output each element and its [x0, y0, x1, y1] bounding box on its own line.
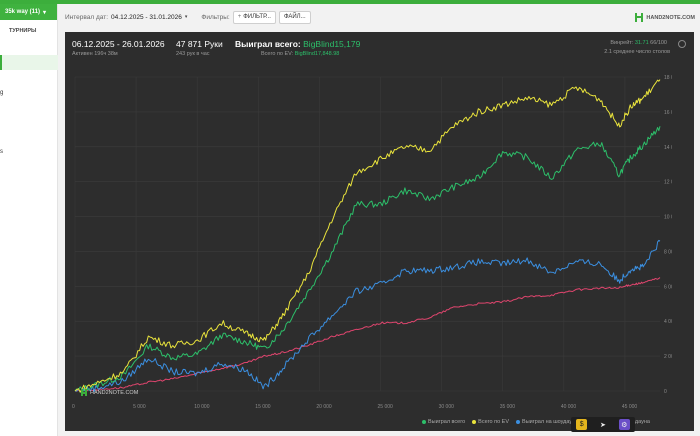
hands-rate: 243 рук в час: [176, 51, 210, 57]
hand2note-logo-icon: [635, 13, 644, 22]
profit-chart: 0 2 000 4 000 6 000 8 000 10 000 12 000 14 000 1…: [72, 75, 672, 410]
avg-tables: 2.1 среднее число столов: [604, 49, 670, 55]
legend-item[interactable]: Всего по EV: [472, 419, 509, 425]
filter-bar: Интервал дат: 04.12.2025 - 31.01.2026 ▾ …: [58, 4, 700, 30]
x-tick-label: 45 000: [622, 404, 638, 410]
date-range: 06.12.2025 - 26.01.2026: [72, 39, 165, 49]
interval-label: Интервал дат:: [65, 13, 109, 21]
sidebar: 35k way (11) ▾ ТУРНИРЫ g s: [0, 4, 58, 436]
series-ev-total: [74, 79, 661, 393]
winrate-rest: 66/100: [650, 40, 667, 46]
x-tick-label: 25 000: [378, 404, 394, 410]
y-tick-label: 4 000: [664, 319, 672, 325]
winrate-value: 31.71: [634, 40, 649, 46]
file-button[interactable]: ФАЙЛ...: [278, 10, 311, 24]
x-tick-label: 15 000: [255, 404, 271, 410]
x-tick-label: 20 000: [316, 404, 332, 410]
y-tick-label: 18 000: [664, 75, 672, 81]
legend-item[interactable]: Выиграл всего: [422, 419, 465, 425]
sidebar-group-selector[interactable]: 35k way (11) ▾: [0, 4, 57, 20]
sidebar-item-active[interactable]: [0, 55, 58, 70]
graph-panel: 06.12.2025 - 26.01.2026 Активен 196ч 38м…: [65, 32, 694, 431]
series-showdown: [75, 239, 661, 393]
ev-value: BigBlind17,848.98: [294, 51, 340, 57]
y-tick-label: 16 000: [664, 110, 672, 116]
filter-button-label: ФИЛЬТР...: [243, 14, 271, 20]
y-tick-label: 14 000: [664, 145, 672, 151]
legend-swatch: [422, 419, 426, 424]
ev-total: Всего по EV: BigBlind17,848.98: [261, 51, 339, 57]
settings-icon[interactable]: ⚙: [618, 419, 630, 430]
active-time: Активен 196ч 38м: [72, 51, 118, 57]
won-value: BigBlind15,179: [303, 39, 361, 49]
legend-label: Выиграл всего: [428, 419, 466, 425]
y-tick-label: 0: [664, 389, 667, 395]
y-tick-label: 12 000: [664, 180, 672, 186]
tab-tournaments[interactable]: ТУРНИРЫ: [9, 28, 37, 34]
ev-label: Всего по EV:: [261, 51, 294, 57]
legend-swatch: [516, 419, 521, 424]
filters-label: Фильтры:: [201, 13, 230, 21]
y-tick-label: 2 000: [664, 354, 672, 360]
file-button-label: ФАЙЛ...: [283, 14, 306, 20]
x-tick-label: 5 000: [133, 404, 146, 410]
floating-toolbar: $ ➤ ⚙: [571, 417, 635, 432]
won-total: Выиграл всего: BigBlind15,179: [235, 39, 360, 49]
x-tick-label: 0: [72, 404, 75, 410]
telegram-icon[interactable]: ➤: [600, 421, 606, 429]
filter-button[interactable]: + ФИЛЬТР...: [232, 10, 276, 24]
gear-icon[interactable]: [678, 40, 686, 48]
x-tick-label: 35 000: [500, 404, 516, 410]
hands-count: 47 871 Руки: [176, 39, 223, 49]
plus-icon: +: [237, 14, 242, 20]
sidebar-group-label: 35k way (11): [5, 9, 41, 15]
sidebar-item-fragment[interactable]: g: [0, 90, 4, 96]
date-interval-select[interactable]: 04.12.2025 - 31.01.2026: [111, 13, 182, 21]
legend-label: Всего по EV: [478, 419, 510, 425]
winrate: Винрейт: 31.71 66/100: [610, 40, 667, 46]
winrate-label: Винрейт:: [610, 40, 634, 46]
brand-logo: HAND2NOTE.COM: [635, 13, 695, 22]
series-no-showdown: [74, 277, 661, 392]
y-tick-label: 6 000: [664, 284, 672, 290]
legend-item[interactable]: Выиграл на шоудауне: [516, 419, 578, 425]
y-tick-label: 10 000: [664, 215, 672, 221]
chevron-down-icon: ▾: [43, 9, 47, 16]
x-tick-label: 30 000: [439, 404, 455, 410]
chevron-down-icon[interactable]: ▾: [184, 14, 188, 20]
won-label: Выиграл всего:: [235, 39, 301, 49]
top-accent-bar: [0, 0, 700, 4]
legend-swatch: [472, 419, 477, 424]
y-tick-label: 8 000: [664, 249, 672, 255]
x-tick-label: 40 000: [561, 404, 577, 410]
watermark-text: HAND2NOTE.COM: [90, 389, 139, 396]
dollar-icon[interactable]: $: [576, 419, 588, 430]
legend-label: Выиграл на шоудауне: [522, 419, 579, 425]
watermark-logo-icon: [81, 389, 87, 396]
sidebar-item-fragment[interactable]: s: [0, 149, 3, 155]
x-tick-label: 10 000: [194, 404, 210, 410]
series-won-total: [74, 126, 661, 392]
brand-name: HAND2NOTE.COM: [646, 14, 695, 21]
chart-watermark: HAND2NOTE.COM: [81, 389, 138, 396]
